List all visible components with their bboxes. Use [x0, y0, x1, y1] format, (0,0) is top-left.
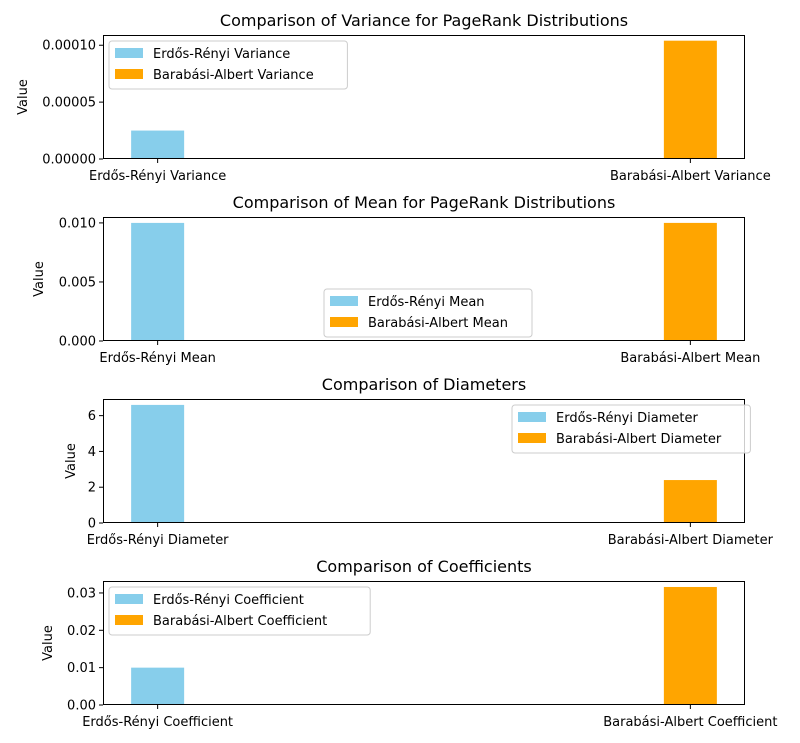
axes-frame — [103, 399, 745, 523]
bar-2 — [663, 222, 717, 341]
y-tick-label: 0.010 — [59, 216, 96, 231]
legend-entry-2: Barabási-Albert Variance — [153, 68, 314, 83]
legend-swatch-1 — [115, 48, 143, 58]
legend: Erdős-Rényi Mean Barabási-Albert Mean — [323, 288, 533, 338]
y-tick-label: 0.00010 — [42, 39, 96, 54]
y-tick-label: 0.00000 — [42, 153, 96, 168]
y-tick-label: 0.01 — [67, 661, 96, 676]
legend-swatch-1 — [518, 412, 546, 422]
bar-1 — [131, 404, 185, 523]
legend-swatch-1 — [115, 594, 143, 604]
chart-title: Comparison of Variance for PageRank Dist… — [220, 11, 628, 30]
legend-entry-1: Erdős-Rényi Coefficient — [153, 593, 304, 608]
x-tick-label: Erdős-Rényi Variance — [89, 169, 226, 184]
chart-panel-2: Comparison of Mean for PageRank Distribu… — [32, 193, 760, 366]
legend-box — [108, 40, 348, 90]
legend-entry-2: Barabási-Albert Coefficient — [153, 614, 327, 629]
x-tick-label: Erdős-Rényi Diameter — [87, 533, 229, 548]
y-tick-label: 0.005 — [59, 275, 96, 290]
legend: Erdős-Rényi Variance Barabási-Albert Vari… — [108, 40, 348, 90]
y-tick-label: 0 — [88, 517, 96, 532]
legend-swatch-2 — [330, 317, 358, 327]
x-tick-label: Barabási-Albert Mean — [620, 351, 760, 366]
bar-2 — [663, 586, 717, 705]
y-tick-label: 2 — [88, 481, 96, 496]
legend-swatch-2 — [115, 69, 143, 79]
chart-title: Comparison of Diameters — [322, 375, 526, 394]
chart-panel-4: Comparison of Coefficients 0.00 0.01 0.02 0.… — [41, 557, 777, 730]
chart-panel-3: Comparison of Diameters 0 2 4 6 Erdős-Rényi D… — [64, 375, 774, 548]
bar-1 — [131, 222, 185, 341]
y-tick-label: 0.00 — [67, 699, 96, 714]
bar-2 — [663, 40, 717, 159]
bar-2 — [663, 480, 717, 523]
legend-entry-1: Erdős-Rényi Diameter — [556, 411, 698, 426]
y-tick-label: 0.00005 — [42, 96, 96, 111]
y-axis-label: Value — [41, 625, 56, 661]
legend-swatch-2 — [115, 615, 143, 625]
legend-box — [323, 288, 533, 338]
x-tick-label: Barabási-Albert Variance — [610, 169, 771, 184]
legend-box — [108, 586, 371, 636]
x-tick-label: Barabási-Albert Diameter — [608, 533, 774, 548]
y-tick-label: 0.000 — [59, 335, 96, 350]
chart-panel-1: Comparison of Variance for PageRank Dist… — [16, 11, 771, 184]
y-tick-label: 0.03 — [67, 586, 96, 601]
bar-1 — [131, 667, 185, 705]
legend-entry-2: Barabási-Albert Diameter — [556, 432, 722, 447]
x-tick-label: Barabási-Albert Coefficient — [603, 715, 777, 730]
legend-entry-2: Barabási-Albert Mean — [368, 316, 508, 331]
legend-swatch-2 — [518, 433, 546, 443]
x-tick-label: Erdős-Rényi Coefficient — [82, 715, 233, 730]
axes-frame — [103, 581, 745, 705]
legend-swatch-1 — [330, 296, 358, 306]
legend: Erdős-Rényi Coefficient Barabási-Albert C… — [108, 586, 371, 636]
legend-box — [511, 404, 751, 454]
bar-1 — [131, 130, 185, 159]
chart-title: Comparison of Mean for PageRank Distribu… — [233, 193, 616, 212]
axes-frame — [103, 217, 745, 341]
y-tick-label: 4 — [88, 445, 96, 460]
axes-frame — [103, 35, 745, 159]
legend: Erdős-Rényi Diameter Barabási-Albert Diam… — [511, 404, 751, 454]
legend-entry-1: Erdős-Rényi Variance — [153, 47, 290, 62]
y-tick-label: 6 — [88, 409, 96, 424]
x-tick-label: Erdős-Rényi Mean — [99, 351, 216, 366]
y-tick-label: 0.02 — [67, 624, 96, 639]
legend-entry-1: Erdős-Rényi Mean — [368, 295, 485, 310]
y-axis-label: Value — [32, 261, 47, 297]
y-axis-label: Value — [16, 79, 31, 115]
chart-title: Comparison of Coefficients — [316, 557, 532, 576]
y-axis-label: Value — [64, 443, 79, 479]
